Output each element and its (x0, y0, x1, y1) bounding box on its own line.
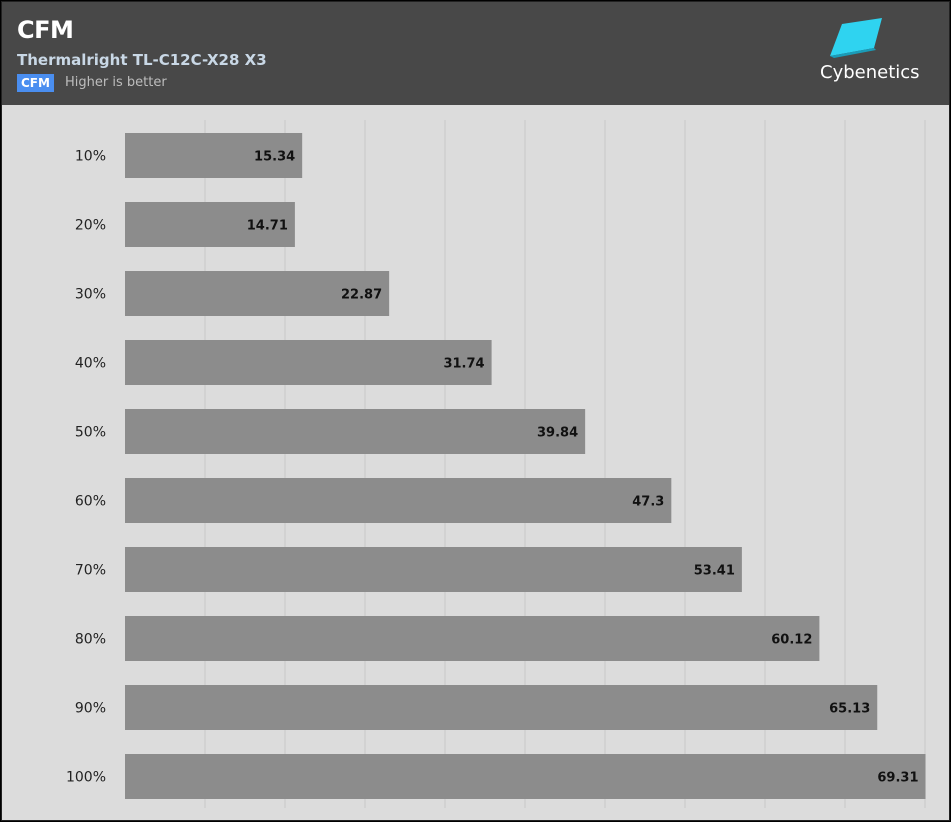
value-label: 53.41 (694, 564, 735, 579)
category-label: 10% (75, 149, 106, 165)
logo-text: Cybenetics (820, 62, 920, 83)
higher-is-better-note: Higher is better (65, 75, 167, 90)
chart-title: CFM (17, 16, 74, 44)
value-label: 47.3 (632, 495, 664, 510)
bar-40% (125, 340, 492, 385)
category-label: 60% (75, 494, 106, 510)
category-label: 40% (75, 356, 106, 372)
bar-60% (125, 478, 672, 523)
cybenetics-logo-icon (830, 18, 882, 58)
chart-header: CFM Thermalright TL-C12C-X28 X3 CFM High… (2, 2, 949, 105)
bar-50% (125, 409, 586, 454)
category-label: 80% (75, 632, 106, 648)
bar-100% (125, 754, 926, 799)
category-label: 100% (66, 770, 106, 786)
bar-90% (125, 685, 878, 730)
bar-30% (125, 271, 390, 316)
metric-badge: CFM (17, 74, 54, 92)
value-label: 39.84 (537, 426, 578, 441)
bar-10% (125, 133, 303, 178)
category-label: 50% (75, 425, 106, 441)
bar-20% (125, 202, 295, 247)
value-label: 15.34 (254, 150, 295, 165)
category-label: 90% (75, 701, 106, 717)
value-label: 31.74 (443, 357, 484, 372)
bar-80% (125, 616, 820, 661)
value-label: 69.31 (877, 771, 918, 786)
chart-subtitle: Thermalright TL-C12C-X28 X3 (17, 51, 267, 69)
value-label: 22.87 (341, 288, 382, 303)
value-label: 60.12 (771, 633, 812, 648)
category-label: 30% (75, 287, 106, 303)
bar-70% (125, 547, 742, 592)
value-label: 65.13 (829, 702, 870, 717)
category-label: 70% (75, 563, 106, 579)
category-label: 20% (75, 218, 106, 234)
value-label: 14.71 (247, 219, 288, 234)
